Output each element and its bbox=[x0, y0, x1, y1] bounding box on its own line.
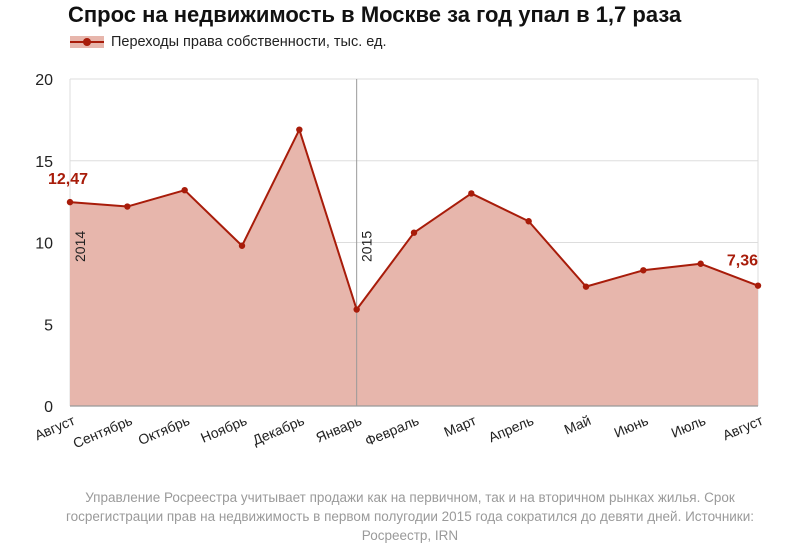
x-tick-label: Май bbox=[562, 412, 594, 437]
data-point bbox=[697, 260, 704, 267]
data-point bbox=[296, 126, 303, 133]
y-tick-label: 5 bbox=[44, 317, 53, 334]
x-tick-label: Октябрь bbox=[136, 412, 192, 448]
x-tick-label: Сентябрь bbox=[71, 412, 135, 451]
x-tick-label: Ноябрь bbox=[198, 412, 249, 446]
x-tick-label: Январь bbox=[313, 412, 363, 445]
y-tick-label: 20 bbox=[35, 72, 53, 89]
year-label: 2014 bbox=[72, 231, 88, 262]
series-area bbox=[70, 129, 758, 406]
x-tick-label: Февраль bbox=[363, 412, 422, 449]
chart-title: Спрос на недвижимость в Москве за год уп… bbox=[68, 2, 682, 27]
data-label: 7,36 bbox=[727, 253, 758, 270]
data-point bbox=[468, 190, 475, 197]
data-point bbox=[124, 203, 131, 210]
footnote: Управление Росреестра учитывает продажи … bbox=[65, 490, 755, 543]
legend-label: Переходы права собственности, тыс. ед. bbox=[111, 34, 387, 50]
legend-swatch bbox=[70, 36, 104, 48]
data-point bbox=[66, 198, 74, 206]
data-point bbox=[640, 267, 647, 274]
data-point bbox=[525, 218, 532, 225]
y-tick-label: 0 bbox=[44, 399, 53, 416]
data-point bbox=[181, 186, 188, 194]
year-label: 2015 bbox=[359, 231, 375, 262]
data-label: 12,47 bbox=[48, 171, 88, 188]
data-point bbox=[582, 283, 590, 290]
data-point bbox=[238, 242, 246, 249]
y-tick-label: 10 bbox=[35, 236, 53, 253]
legend: Переходы права собственности, тыс. ед. bbox=[70, 34, 387, 50]
data-point bbox=[754, 282, 762, 289]
x-tick-label: Июнь bbox=[611, 412, 650, 441]
x-tick-label: Август bbox=[720, 412, 766, 443]
x-tick-label: Апрель bbox=[486, 412, 536, 445]
x-tick-label: Март bbox=[441, 412, 479, 440]
y-tick-label: 15 bbox=[35, 154, 53, 171]
data-point bbox=[353, 306, 360, 313]
x-tick-label: Июль bbox=[669, 412, 708, 441]
data-point bbox=[410, 229, 418, 236]
x-tick-label: Декабрь bbox=[250, 412, 307, 448]
